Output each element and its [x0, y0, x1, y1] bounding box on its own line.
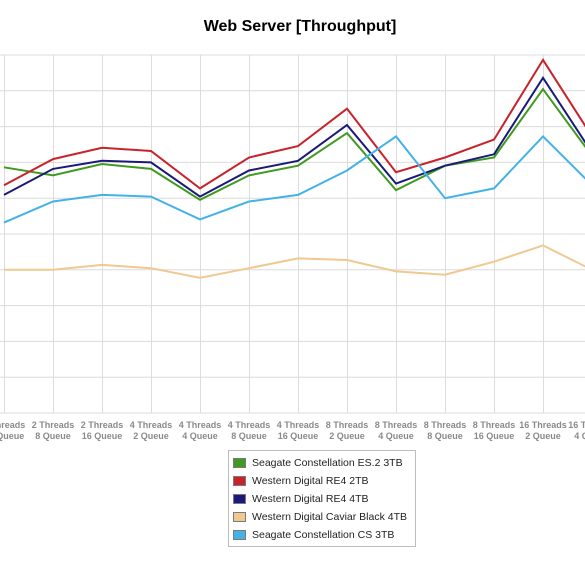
- chart-title: Web Server [Throughput]: [203, 18, 397, 35]
- legend-item-4: Western Digital Caviar Black 4TB: [229, 508, 415, 526]
- legend-swatch: [233, 494, 246, 504]
- legend-item-3: Western Digital RE4 4TB: [229, 490, 415, 508]
- legend-swatch: [233, 458, 246, 468]
- legend-item-2: Western Digital RE4 2TB: [229, 472, 415, 490]
- x-tick-label: 8 Threads 4 Queue: [375, 420, 418, 441]
- x-tick-label: 4 Threads 2 Queue: [130, 420, 173, 441]
- legend-label: Western Digital Caviar Black 4TB: [252, 511, 408, 523]
- legend-swatch: [233, 512, 246, 522]
- series-lines: [3, 58, 585, 279]
- x-tick-label: 4 Threads 16 Queue: [277, 420, 320, 441]
- x-tick-label: 4 Threads 4 Queue: [179, 420, 222, 441]
- grid: [0, 54, 585, 414]
- x-tick-label: 8 Threads 2 Queue: [326, 420, 369, 441]
- legend: Seagate Constellation ES.2 3TB Western Di…: [228, 450, 416, 547]
- legend-swatch: [233, 530, 246, 540]
- legend-label: Seagate Constellation CS 3TB: [252, 529, 395, 541]
- legend-label: Western Digital RE4 2TB: [252, 475, 369, 487]
- legend-swatch: [233, 476, 246, 486]
- series-line-2: [3, 58, 585, 190]
- legend-item-5: Seagate Constellation CS 3TB: [229, 526, 415, 544]
- series-line-1: [3, 87, 585, 201]
- legend-label: Western Digital RE4 4TB: [252, 493, 369, 505]
- x-tick-label: 16 Threads 2 Queue: [519, 420, 567, 441]
- legend-item-1: Seagate Constellation ES.2 3TB: [229, 454, 415, 472]
- x-tick-label: 8 Threads 8 Queue: [424, 420, 467, 441]
- series-line-3: [3, 75, 585, 198]
- series-line-5: [3, 134, 585, 224]
- x-tick-label: 4 Threads 8 Queue: [228, 420, 271, 441]
- x-tick-label: 2 Threads 8 Queue: [32, 420, 75, 441]
- series-line-4: [4, 244, 585, 279]
- legend-label: Seagate Constellation ES.2 3TB: [252, 457, 403, 469]
- x-tick-label: 2 Threads 16 Queue: [81, 420, 124, 441]
- x-tick-label: 8 Threads 16 Queue: [473, 420, 516, 441]
